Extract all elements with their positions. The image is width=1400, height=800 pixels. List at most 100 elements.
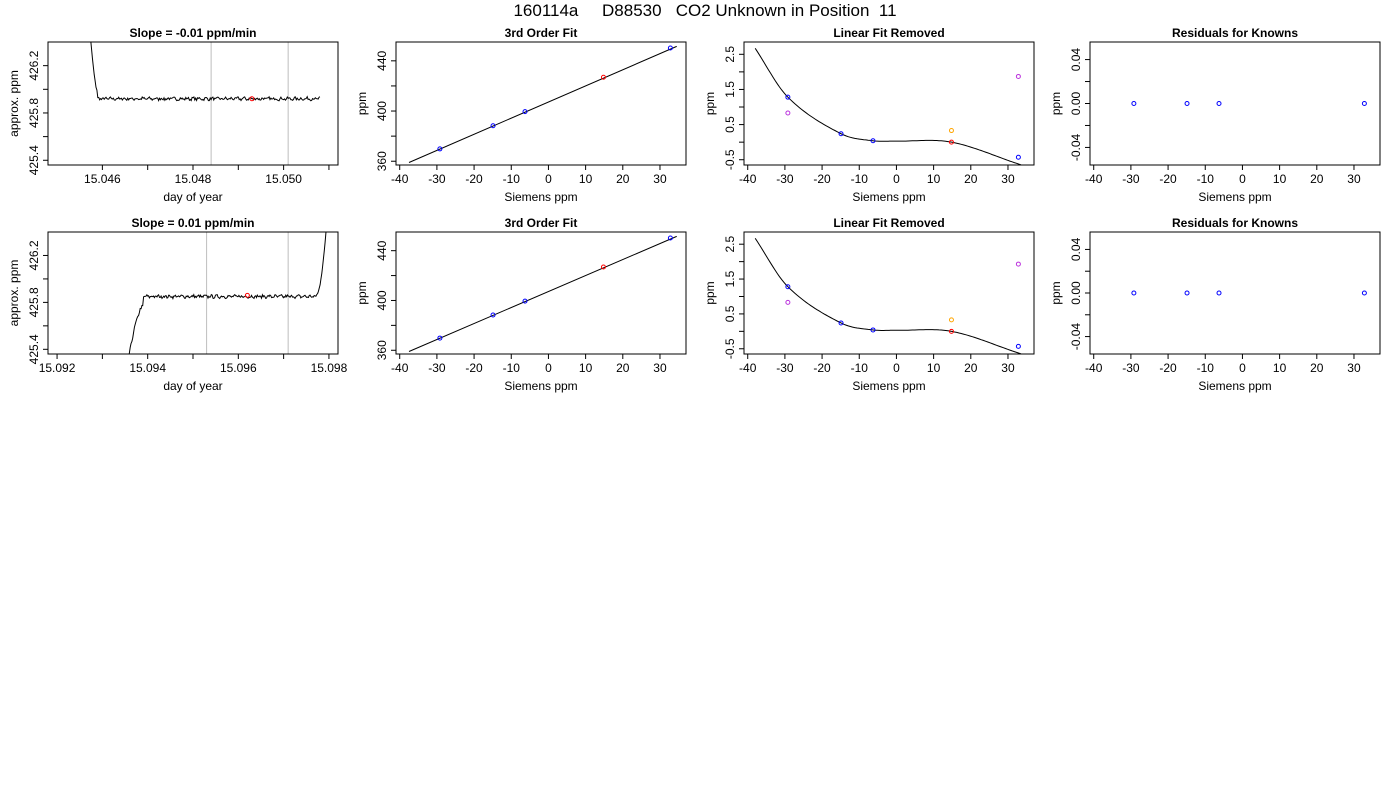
data-point <box>1015 261 1021 267</box>
x-tick-label: 30 <box>1347 172 1361 186</box>
y-tick-label: 0.04 <box>1069 237 1083 261</box>
y-axis-label: ppm <box>355 92 369 115</box>
x-tick-label: 30 <box>1001 361 1015 375</box>
y-tick-label: 0.00 <box>1069 91 1083 115</box>
y-axis-label: ppm <box>1049 281 1063 304</box>
x-axis-label: Siemens ppm <box>852 379 925 393</box>
x-tick-label: -20 <box>465 361 483 375</box>
x-tick-label: -30 <box>428 172 446 186</box>
data-layer <box>754 48 1022 165</box>
y-axis-label: approx. ppm <box>7 70 21 137</box>
panel-r2c2: 3rd Order Fit -40 -30 -20 -10 0 10 20 30 360 400 44… <box>355 216 687 393</box>
data-point <box>948 317 954 323</box>
y-tick-label: 400 <box>375 290 389 310</box>
x-tick-label: -20 <box>1159 172 1177 186</box>
x-tick-label: 30 <box>653 361 667 375</box>
x-tick-label: 10 <box>927 172 941 186</box>
data-point <box>437 146 443 152</box>
data-layer <box>754 238 1022 354</box>
x-tick-label: -10 <box>503 361 521 375</box>
data-point <box>870 327 876 333</box>
x-tick-label: 0 <box>1239 361 1246 375</box>
plot-box <box>1089 41 1381 166</box>
marker-point <box>244 292 250 298</box>
data-point <box>1361 101 1367 106</box>
data-point <box>870 138 876 144</box>
y-tick-label: 2.5 <box>723 46 737 63</box>
y-tick-label: 425.4 <box>27 145 41 175</box>
x-tick-label: -30 <box>776 361 794 375</box>
plot-box <box>47 41 339 166</box>
x-axis-label: Siemens ppm <box>852 190 925 204</box>
x-tick-label: 20 <box>964 361 978 375</box>
panel-r1c4: Residuals for Knowns -40 -30 -20 -10 0 10 20 30 -… <box>1049 26 1381 204</box>
y-tick-label: 360 <box>375 151 389 171</box>
panel-title: Residuals for Knowns <box>1172 216 1298 230</box>
data-point <box>948 139 954 145</box>
data-point <box>1361 290 1367 296</box>
x-tick-label: 15.098 <box>311 361 348 375</box>
x-tick-label: -30 <box>428 361 446 375</box>
y-tick-label: -0.5 <box>723 149 737 170</box>
x-tick-label: -40 <box>739 361 757 375</box>
fit-line <box>408 235 677 352</box>
y-tick-label: 0.04 <box>1069 48 1083 72</box>
y-tick-label: -0.04 <box>1069 323 1083 351</box>
x-axis-label: Siemens ppm <box>1198 379 1271 393</box>
y-tick-label: 2.5 <box>723 236 737 253</box>
panel-r1c3: Linear Fit Removed -40 -30 -20 -10 0 10 20 30 -0.… <box>703 26 1035 204</box>
data-point <box>600 74 606 80</box>
data-point <box>948 128 954 134</box>
x-tick-label: -40 <box>739 172 757 186</box>
x-tick-label: 0 <box>1239 172 1246 186</box>
data-point <box>948 328 954 334</box>
x-axis-label: Siemens ppm <box>1198 190 1271 204</box>
x-tick-label: 10 <box>579 361 593 375</box>
data-point <box>667 235 673 241</box>
y-tick-label: 0.00 <box>1069 281 1083 305</box>
y-axis-label: ppm <box>355 281 369 304</box>
panel-title: Residuals for Knowns <box>1172 26 1298 40</box>
x-tick-label: -30 <box>1122 361 1140 375</box>
data-point <box>1131 290 1137 296</box>
y-axis-label: approx. ppm <box>7 260 21 327</box>
y-tick-label: -0.04 <box>1069 133 1083 161</box>
data-point <box>600 264 606 270</box>
plot-box <box>47 231 339 355</box>
x-tick-label: -20 <box>813 172 831 186</box>
panel-title: 3rd Order Fit <box>505 26 578 40</box>
x-tick-label: 30 <box>1001 172 1015 186</box>
y-axis-label: ppm <box>703 281 717 304</box>
x-tick-label: 15.096 <box>220 361 257 375</box>
data-point <box>1216 101 1222 106</box>
y-tick-label: 440 <box>375 50 389 70</box>
plot-box <box>1089 231 1381 355</box>
x-tick-label: 15.094 <box>129 361 166 375</box>
x-tick-label: -40 <box>391 172 409 186</box>
data-point <box>1015 343 1021 349</box>
x-tick-label: -10 <box>1197 361 1215 375</box>
data-point <box>785 284 791 290</box>
data-point <box>838 131 844 137</box>
x-tick-label: -10 <box>503 172 521 186</box>
y-tick-label: 0.5 <box>723 305 737 322</box>
x-tick-label: 10 <box>579 172 593 186</box>
x-tick-label: 0 <box>893 361 900 375</box>
plot-box <box>743 41 1035 166</box>
data-point <box>838 320 844 326</box>
x-tick-label: 0 <box>545 172 552 186</box>
panel-title: 3rd Order Fit <box>505 216 578 230</box>
x-axis-label: Siemens ppm <box>504 379 577 393</box>
y-tick-label: 426.2 <box>27 50 41 80</box>
x-tick-label: 15.048 <box>175 172 212 186</box>
panel-r2c1: Slope = 0.01 ppm/min 15.092 15.094 15.096 15… <box>7 216 348 393</box>
polynomial-curve <box>754 238 1022 354</box>
x-axis-label: day of year <box>163 190 222 204</box>
data-point <box>667 45 673 51</box>
x-tick-label: 30 <box>653 172 667 186</box>
y-tick-label: 440 <box>375 240 389 260</box>
x-tick-label: -10 <box>851 361 869 375</box>
x-tick-label: -20 <box>1159 361 1177 375</box>
panel-r1c1: Slope = -0.01 ppm/min 15.046 15.048 15.050 4… <box>7 26 339 204</box>
